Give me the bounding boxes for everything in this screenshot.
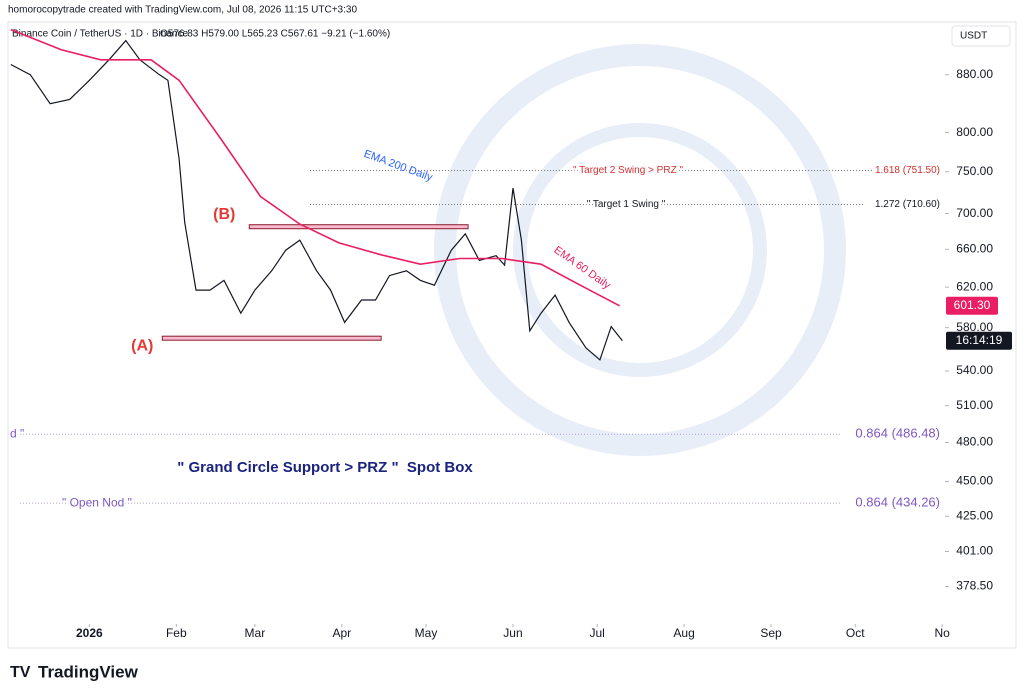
price-line <box>10 28 620 307</box>
y-tick-label: 750.00 <box>956 164 993 178</box>
zone <box>248 224 469 230</box>
x-tick-label: May <box>415 626 438 640</box>
ema-tag-label: 601.30 <box>954 298 991 312</box>
y-tick-label: 620.00 <box>956 279 993 293</box>
x-tick-label: No <box>935 626 951 640</box>
y-tick-label: 580.00 <box>956 320 993 334</box>
frame <box>7 21 1017 649</box>
x-tick-label: Aug <box>673 626 694 640</box>
y-tick-label: 401.00 <box>956 544 993 558</box>
y-tick-label: 480.00 <box>956 435 993 449</box>
level-label: " Open Nod " <box>62 495 132 509</box>
x-tick-label: Jul <box>589 626 604 640</box>
level-value: 1.272 (710.60) <box>875 199 940 210</box>
x-tick-label: Oct <box>846 626 865 640</box>
level-label: " Target 1 Swing " <box>587 199 666 210</box>
x-tick-label: Mar <box>245 626 266 640</box>
y-tick-label: 450.00 <box>956 474 993 488</box>
currency[interactable]: USDT <box>960 31 987 42</box>
x-tick-label: Jun <box>503 626 522 640</box>
ema-60-label: EMA 60 Daily <box>552 244 613 292</box>
y-tick-label: 540.00 <box>956 363 993 377</box>
credit: homorocopytrade created with TradingView… <box>8 5 357 16</box>
y-tick-label: 700.00 <box>956 206 993 220</box>
y-tick-label: 800.00 <box>956 125 993 139</box>
zone-label: (B) <box>213 206 235 223</box>
brand: TradingView <box>38 662 139 681</box>
zone <box>161 335 382 341</box>
level-label: d " <box>10 426 24 440</box>
level-label: " Target 2 Swing > PRZ " <box>573 165 683 176</box>
x-tick-label: Apr <box>332 626 351 640</box>
zone-label: (A) <box>131 337 153 354</box>
y-tick-label: 510.00 <box>956 398 993 412</box>
countdown: 16:14:19 <box>956 333 1003 347</box>
level-value: 0.864 (486.48) <box>855 426 940 441</box>
price-line <box>10 39 623 361</box>
ema-200-label: EMA 200 Daily <box>362 148 434 184</box>
y-tick-label: 378.50 <box>956 579 993 593</box>
symbol: Binance Coin / TetherUS · 1D · Binance <box>12 29 188 40</box>
x-tick-label: Feb <box>166 626 187 640</box>
x-tick-label: 2026 <box>76 626 103 640</box>
ohlc: O576.83 H579.00 L565.23 C567.61 −9.21 (−… <box>160 29 390 40</box>
x-tick-label: Sep <box>760 626 782 640</box>
y-tick-label: 660.00 <box>956 241 993 255</box>
countdown-tag <box>946 331 1012 350</box>
level-value: 0.864 (434.26) <box>855 495 940 510</box>
currency-box[interactable] <box>951 25 1011 47</box>
ema-tag <box>946 296 998 315</box>
spot-box-label: " Grand Circle Support > PRZ " Spot Box <box>177 459 473 476</box>
watermark <box>434 44 846 456</box>
brand-logo: TV <box>10 664 31 681</box>
y-tick-label: 425.00 <box>956 508 993 522</box>
level-value: 1.618 (751.50) <box>875 165 940 176</box>
y-tick-label: 880.00 <box>956 67 993 81</box>
